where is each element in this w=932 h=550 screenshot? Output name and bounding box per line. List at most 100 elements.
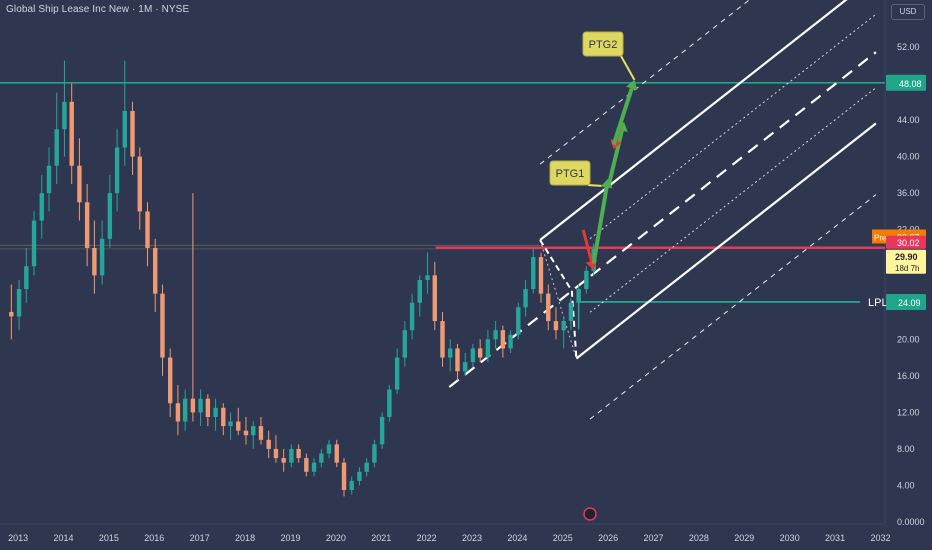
candle-body [485, 339, 491, 358]
candle-body [402, 330, 408, 358]
y-tick-label: 20.00 [897, 334, 920, 344]
countdown-value: 18d 7h [895, 264, 919, 273]
y-tick-label: 8.00 [897, 444, 915, 454]
candle-body [99, 238, 105, 276]
candle-body [24, 266, 29, 290]
lpl-label: LPL [868, 297, 888, 309]
x-tick-label: 2030 [780, 533, 800, 543]
candle-body [531, 257, 536, 290]
candle-body [448, 348, 453, 358]
x-tick-label: 2017 [190, 533, 210, 543]
pitchfork-handle [570, 290, 578, 359]
candle-body [326, 444, 332, 454]
candle-body [364, 462, 369, 472]
pullback-arrow-shaft [581, 229, 593, 262]
candle-body [84, 202, 90, 248]
candle-body [46, 165, 52, 194]
target-price-badge [886, 74, 926, 91]
candle-body [500, 330, 506, 349]
candle-body [266, 439, 271, 449]
candle-body [584, 270, 589, 290]
x-tick-label: 2022 [417, 533, 437, 543]
ptg1-callout-box [549, 160, 591, 186]
x-tick-label: 2019 [280, 533, 300, 543]
candle-body [167, 357, 173, 404]
candle-body [387, 389, 392, 417]
candle-body [516, 307, 521, 335]
candle-body [137, 156, 142, 212]
target-arrow-shaft [611, 87, 634, 146]
x-tick-label: 2032 [870, 533, 890, 543]
candle-body [538, 257, 544, 294]
candle-body [341, 462, 347, 491]
candle-body [477, 348, 483, 358]
channel-lower-line [575, 122, 877, 360]
candle-body [311, 462, 317, 472]
target-price-value: 48.08 [899, 79, 922, 89]
candle-body [523, 289, 528, 308]
ptg1-callout-label: PTG1 [556, 168, 585, 180]
last-price-value: 29.90 [895, 252, 918, 262]
candle-body [349, 480, 354, 491]
lpl-price-badge [886, 293, 926, 310]
x-tick-label: 2016 [144, 533, 164, 543]
currency-button[interactable]: USD [891, 4, 925, 20]
candle-body [182, 398, 188, 422]
candle-body [236, 421, 241, 431]
candle-body [508, 334, 513, 349]
candle-body [493, 330, 498, 340]
ptg2-callout: PTG2 [582, 31, 636, 81]
candle-body [357, 471, 362, 481]
candle-body [258, 426, 264, 440]
y-tick-label: 40.00 [897, 152, 920, 162]
resistance-price-badge [886, 235, 926, 249]
channel-quarter-line [589, 13, 877, 240]
pitchfork-handle [539, 239, 577, 359]
candle-body [243, 430, 249, 436]
earnings-event-icon [583, 507, 597, 521]
candle-body [296, 448, 301, 459]
candle-body [462, 362, 468, 372]
candle-body [153, 247, 158, 294]
target-arrow-shaft [591, 187, 609, 264]
candle-body [394, 357, 400, 390]
y-tick-label: 16.00 [897, 371, 920, 381]
y-tick-label: 4.00 [897, 480, 915, 490]
x-tick-label: 2024 [507, 533, 527, 543]
candle-body [31, 220, 37, 267]
candle-body [160, 293, 165, 358]
candle-body [175, 403, 181, 422]
candle-body [213, 407, 218, 417]
candle-body [9, 311, 14, 317]
x-tick-label: 2018 [235, 533, 255, 543]
candle-body [432, 275, 437, 322]
candle-body [409, 302, 415, 331]
candle-body [561, 321, 566, 331]
candle-body [221, 407, 226, 427]
ptg2-callout-box [582, 31, 624, 57]
pre-label: Pre [874, 233, 887, 242]
y-tick-label: 0.0000 [897, 517, 925, 527]
channel-quarter-line [589, 87, 877, 313]
candle-body [114, 147, 120, 194]
chart-title: Global Ship Lease Inc New · 1M · NYSE [6, 4, 190, 15]
candle-body [334, 444, 339, 463]
ptg2-callout-pointer [620, 55, 636, 81]
x-tick-label: 2013 [8, 533, 28, 543]
candle-body [190, 398, 196, 413]
candle-body [553, 321, 559, 331]
x-tick-label: 2023 [462, 533, 482, 543]
candle-body [16, 289, 22, 317]
x-tick-label: 2021 [371, 533, 391, 543]
lpl-price-value: 24.09 [898, 298, 921, 308]
candle-body [425, 275, 430, 280]
x-tick-label: 2014 [54, 533, 74, 543]
candle-body [546, 293, 551, 322]
candle-body [69, 101, 74, 166]
resistance-price-value: 30.02 [897, 238, 920, 248]
candle-body [576, 289, 581, 303]
ptg2-callout-label: PTG2 [589, 39, 618, 51]
y-tick-label: 12.00 [897, 407, 920, 417]
candle-body [205, 398, 211, 417]
